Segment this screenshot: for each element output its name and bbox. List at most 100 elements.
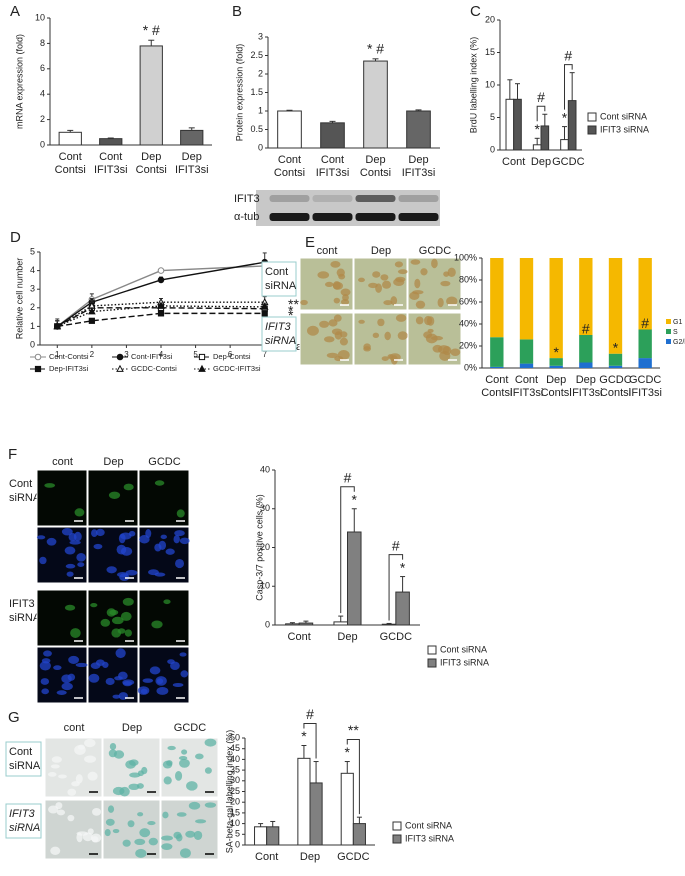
cell — [128, 530, 136, 537]
cell — [161, 835, 173, 841]
x-tick-label: Cont — [502, 156, 525, 168]
cell — [114, 676, 123, 681]
legend-label: Cont siRNA — [405, 820, 452, 830]
y-tick-label: 5 — [235, 829, 240, 839]
panel-letter: E — [305, 234, 315, 251]
significance: * — [345, 744, 351, 760]
cell — [431, 258, 438, 269]
image-row-label: siRNA — [265, 335, 296, 347]
cell — [179, 758, 190, 768]
bar-segment — [519, 258, 534, 340]
legend-label: IFIT3 siRNA — [440, 657, 489, 667]
y-tick-label: 10 — [485, 79, 495, 89]
bar — [298, 622, 314, 626]
panel-letter: A — [10, 3, 20, 20]
legend-marker — [116, 353, 124, 361]
cell — [358, 277, 365, 283]
x-tick-label: IFIT3si — [510, 387, 544, 399]
cell — [46, 537, 57, 546]
y-tick-label: 80% — [459, 274, 477, 284]
line — [57, 305, 265, 328]
cell — [109, 609, 119, 616]
x-tick-label: IFIT3si — [628, 387, 662, 399]
cell — [137, 686, 150, 695]
point — [157, 310, 165, 317]
point — [157, 267, 165, 274]
cell — [306, 325, 319, 336]
bracket — [536, 105, 546, 122]
x-tick-label: Dep — [531, 156, 551, 168]
cell — [437, 297, 444, 308]
image-row-label: IFIT3 — [9, 598, 35, 610]
cell — [135, 848, 147, 858]
cell — [56, 690, 67, 695]
significance: * — [553, 344, 559, 360]
cell — [358, 319, 365, 324]
cell — [58, 774, 67, 779]
cell — [106, 566, 117, 574]
cell — [50, 764, 60, 769]
legend-swatch — [666, 339, 671, 344]
cell — [107, 805, 115, 813]
cell — [141, 766, 148, 775]
x-tick-label: 6 — [228, 350, 233, 359]
x-tick-label: Cont — [321, 154, 344, 166]
cell — [188, 801, 201, 810]
cell — [124, 629, 132, 637]
y-tick-label: 15 — [230, 807, 240, 817]
y-tick-label: 10 — [260, 581, 270, 591]
cell — [204, 767, 212, 774]
image-row-label: IFIT3 — [265, 321, 292, 333]
cell — [397, 331, 408, 340]
y-tick-label: 0% — [464, 362, 477, 372]
cell — [90, 662, 101, 669]
cell — [172, 682, 184, 688]
bar-segment — [549, 358, 563, 366]
y-tick-label: 2.5 — [250, 50, 263, 60]
cell — [147, 820, 156, 826]
cell — [84, 755, 97, 763]
y-tick-label: 15 — [485, 47, 495, 57]
bar — [180, 129, 204, 146]
legend-swatch — [427, 645, 437, 655]
cell — [390, 296, 398, 306]
bracket — [388, 554, 404, 621]
cell — [340, 288, 351, 297]
y-axis-label: Casp-3/7 positive cells (%) — [254, 494, 264, 601]
x-tick-label: Cont — [278, 154, 301, 166]
bar — [254, 826, 268, 846]
cell — [447, 267, 456, 278]
significance: * — [562, 109, 568, 125]
x-tick-label: Contsi — [136, 164, 167, 176]
significance: ** — [348, 722, 359, 738]
cell — [90, 603, 98, 608]
point — [53, 322, 62, 330]
cell — [395, 276, 406, 283]
cell — [77, 562, 85, 567]
point — [260, 302, 269, 310]
legend-swatch — [587, 112, 597, 122]
bar — [395, 591, 410, 626]
x-tick-label: IFIT3si — [175, 164, 209, 176]
bar — [352, 823, 366, 846]
cell — [93, 543, 103, 550]
cell — [179, 537, 190, 545]
blot-band — [269, 213, 310, 221]
bar-segment — [549, 258, 563, 359]
row-label-box — [261, 316, 297, 352]
bar — [139, 45, 163, 146]
bar-segment — [638, 329, 652, 359]
image-row-label: Cont — [9, 746, 32, 758]
cell — [440, 280, 451, 287]
bar-segment — [490, 258, 504, 338]
y-tick-label: 1.5 — [250, 87, 263, 97]
x-tick-label: 3 — [124, 350, 129, 359]
line — [56, 265, 265, 327]
bar — [363, 60, 388, 149]
cell — [186, 781, 198, 791]
y-tick-label: 40 — [230, 754, 240, 764]
cell — [446, 296, 458, 306]
cell — [163, 599, 171, 605]
legend-label: IFIT3 siRNA — [600, 124, 649, 134]
significance: * — [301, 728, 307, 744]
